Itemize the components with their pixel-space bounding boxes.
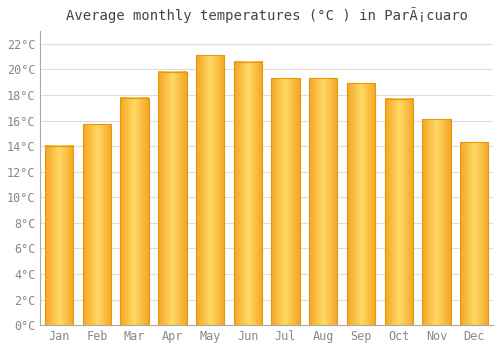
- Bar: [460, 142, 488, 325]
- Bar: [45, 146, 74, 325]
- Bar: [347, 83, 375, 325]
- Bar: [158, 72, 186, 325]
- Title: Average monthly temperatures (°C ) in ParÃ¡cuaro: Average monthly temperatures (°C ) in Pa…: [66, 7, 468, 23]
- Bar: [309, 78, 338, 325]
- Bar: [196, 55, 224, 325]
- Bar: [384, 99, 413, 325]
- Bar: [422, 119, 450, 325]
- Bar: [272, 78, 299, 325]
- Bar: [234, 62, 262, 325]
- Bar: [83, 124, 111, 325]
- Bar: [120, 98, 149, 325]
